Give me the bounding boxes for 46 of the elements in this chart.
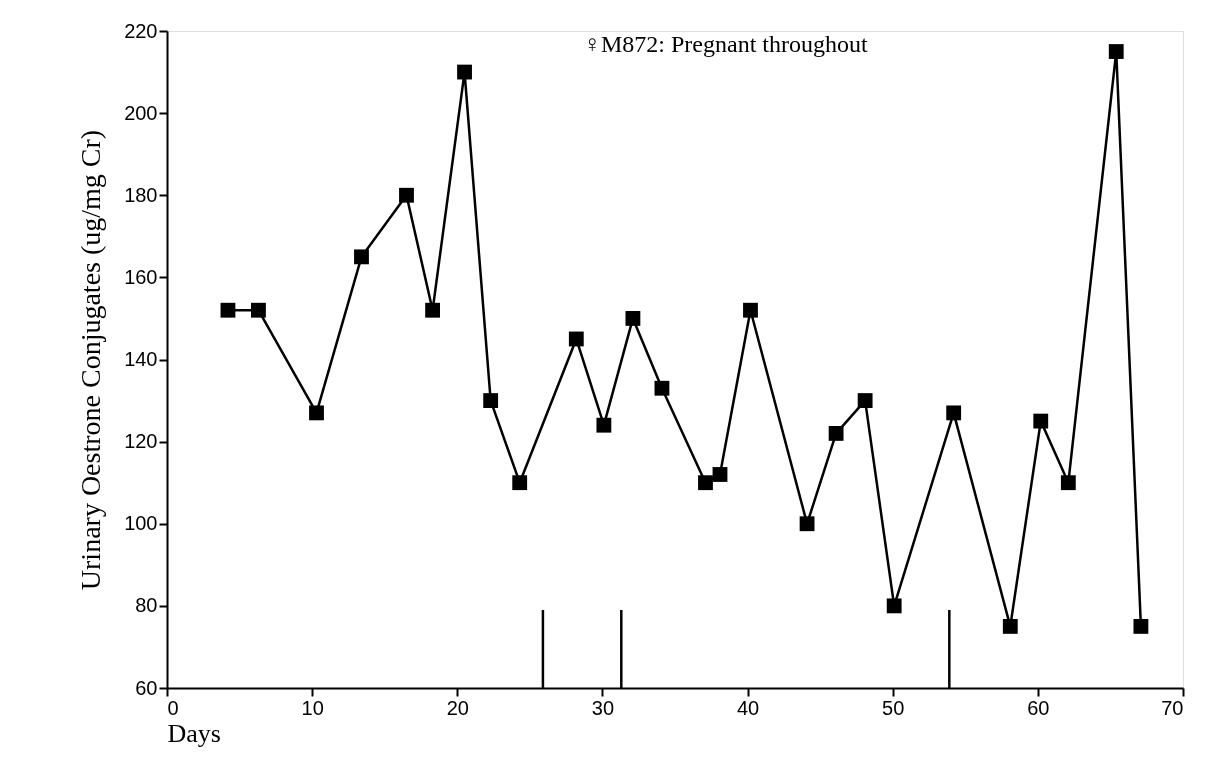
x-tick-label: 50 [882, 696, 905, 719]
point [483, 393, 499, 408]
y-tick-label: 180 [124, 183, 158, 206]
point [512, 475, 528, 491]
point [654, 380, 670, 396]
y-tick-label: 220 [124, 19, 158, 42]
point [354, 249, 369, 265]
y-tick-label: 100 [124, 512, 158, 535]
x-tick-label: 20 [446, 696, 469, 719]
point [698, 475, 713, 491]
x-tick-label: 60 [1027, 696, 1050, 719]
y-tick-label: 120 [124, 430, 158, 453]
x-tick-label: 30 [591, 696, 615, 719]
y-axis-title: Urinary Oestrone Conjugates (ug/mg Cr) [75, 129, 107, 591]
point [1108, 44, 1124, 59]
x-axis-title: Days [167, 718, 221, 748]
point [828, 426, 844, 441]
point [625, 311, 641, 326]
x-tick-label: 40 [736, 696, 760, 719]
annotation: ♀M872: Pregnant throughout [583, 31, 868, 57]
point [309, 405, 324, 421]
point [946, 405, 962, 421]
point [568, 331, 584, 347]
x-tick-label: 0 [167, 696, 179, 719]
point [743, 302, 758, 318]
point [886, 598, 902, 614]
point [1133, 618, 1149, 634]
y-tick-label: 140 [124, 348, 158, 370]
y-tick-label: 160 [124, 265, 158, 288]
point [712, 467, 728, 482]
point [596, 417, 612, 433]
point [1060, 475, 1076, 491]
y-tick-label: 60 [135, 676, 158, 699]
point [1033, 413, 1049, 429]
y-tick-label: 80 [135, 594, 158, 617]
x-tick-label: 70 [1161, 696, 1184, 719]
point [399, 187, 414, 203]
point [857, 393, 873, 408]
point [1002, 618, 1018, 634]
x-tick-label: 10 [301, 696, 324, 719]
point [220, 302, 236, 318]
point [425, 302, 441, 318]
y-tick-label: 200 [124, 101, 158, 124]
point [251, 302, 266, 318]
point [799, 516, 815, 532]
point [457, 64, 472, 80]
